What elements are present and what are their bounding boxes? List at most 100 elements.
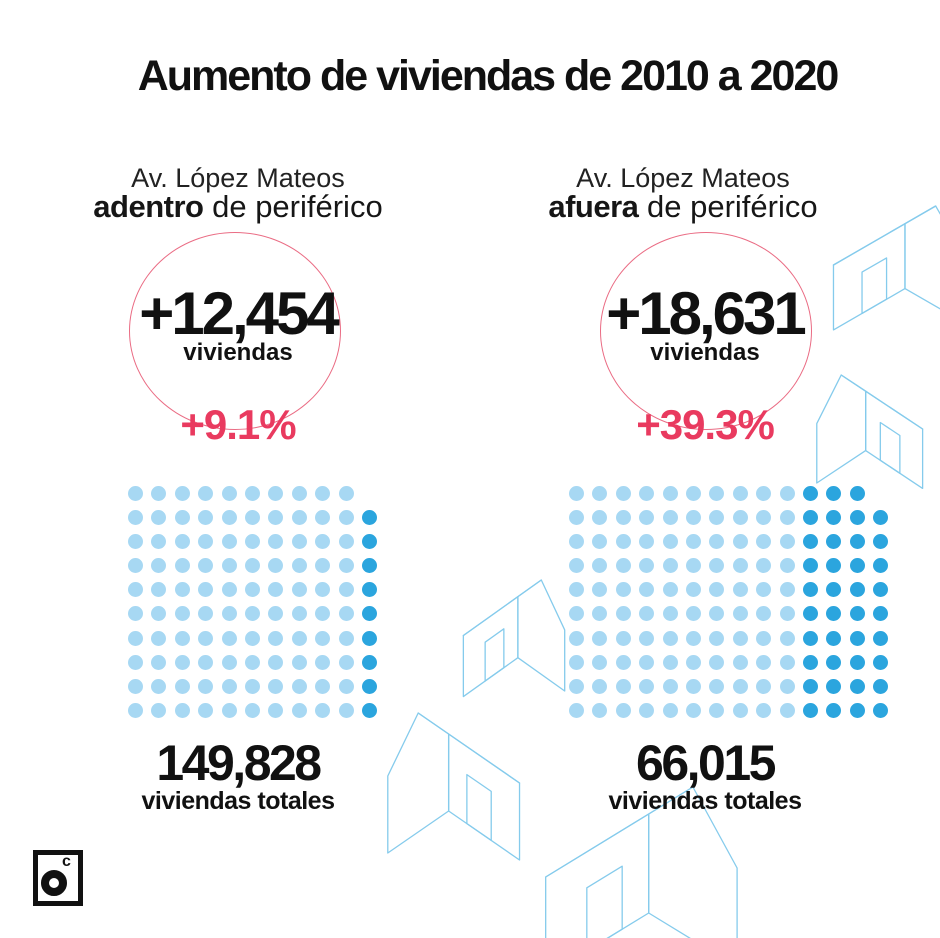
dot-viviendas-2010 [569, 582, 584, 598]
dot-aumento [849, 534, 865, 550]
dot-viviendas-2010 [315, 630, 331, 646]
dot-viviendas-2010 [338, 510, 354, 526]
dot-viviendas-2010 [128, 534, 143, 550]
dot-viviendas-2010 [779, 630, 795, 646]
dot-viviendas-2010 [244, 582, 260, 598]
dot-viviendas-2010 [244, 534, 260, 550]
dot-viviendas-2010 [198, 582, 214, 598]
dot-viviendas-2010 [732, 558, 748, 574]
dot-viviendas-2010 [128, 630, 143, 646]
dot-viviendas-2010 [662, 678, 678, 694]
dot-viviendas-2010 [221, 510, 237, 526]
dot-viviendas-2010 [338, 702, 354, 718]
total-value-afuera: 66,015 [636, 735, 776, 791]
dot-viviendas-2010 [315, 510, 331, 526]
total-label-adentro: viviendas totales [141, 787, 335, 815]
dot-viviendas-2010 [244, 702, 260, 718]
increase-percent-afuera: +39.3% [636, 401, 775, 448]
total-value-adentro: 149,828 [156, 735, 322, 791]
dot-aumento [802, 654, 818, 670]
dot-viviendas-2010 [732, 510, 748, 526]
logo-ring-icon [41, 870, 67, 896]
dot-row [569, 534, 889, 550]
dot-aumento [826, 654, 842, 670]
dot-viviendas-2010 [779, 702, 795, 718]
dot-viviendas-2010 [569, 678, 584, 694]
dot-viviendas-2010 [756, 654, 772, 670]
dot-aumento [802, 510, 818, 526]
dot-aumento [849, 582, 865, 598]
dot-aumento [361, 558, 377, 574]
dot-viviendas-2010 [662, 486, 678, 501]
dot-aumento [873, 558, 889, 574]
dot-viviendas-2010 [592, 678, 608, 694]
dot-viviendas-2010 [244, 630, 260, 646]
dot-viviendas-2010 [221, 606, 237, 622]
dot-viviendas-2010 [291, 558, 307, 574]
dot-viviendas-2010 [685, 702, 701, 718]
dot-viviendas-2010 [756, 582, 772, 598]
dot-row [128, 534, 377, 550]
dot-aumento [849, 702, 865, 718]
dot-viviendas-2010 [732, 486, 748, 501]
panel-adentro-header-line2: adentro de periférico [38, 191, 438, 222]
dot-viviendas-2010 [151, 582, 167, 598]
dot-viviendas-2010 [732, 582, 748, 598]
dot-viviendas-2010 [756, 678, 772, 694]
dot-aumento [361, 630, 377, 646]
dot-aumento [849, 654, 865, 670]
dot-viviendas-2010 [615, 606, 631, 622]
dot-viviendas-2010 [569, 534, 584, 550]
dot-row [569, 654, 889, 670]
dot-viviendas-2010 [338, 486, 354, 501]
panel-afuera-header-emphasis: afuera [548, 189, 639, 224]
dot-viviendas-2010 [709, 486, 725, 501]
dot-viviendas-2010 [662, 630, 678, 646]
dot-viviendas-2010 [732, 678, 748, 694]
page-title: Aumento de viviendas de 2010 a 2020 [137, 52, 840, 100]
dot-viviendas-2010 [709, 558, 725, 574]
dot-viviendas-2010 [615, 582, 631, 598]
dot-viviendas-2010 [662, 654, 678, 670]
dot-viviendas-2010 [338, 606, 354, 622]
dot-viviendas-2010 [198, 654, 214, 670]
brand-logo: c [33, 850, 83, 906]
dot-viviendas-2010 [221, 630, 237, 646]
dot-viviendas-2010 [709, 630, 725, 646]
dot-viviendas-2010 [244, 510, 260, 526]
dot-viviendas-2010 [779, 654, 795, 670]
dot-viviendas-2010 [174, 510, 190, 526]
increase-value-adentro: +12,454 [139, 280, 340, 347]
dot-row [569, 606, 889, 622]
dot-aumento [802, 702, 818, 718]
dot-viviendas-2010 [198, 486, 214, 501]
dot-aumento [802, 534, 818, 550]
dot-viviendas-2010 [198, 678, 214, 694]
dot-viviendas-2010 [244, 606, 260, 622]
dot-aumento [873, 702, 889, 718]
dot-aumento [361, 702, 377, 718]
dot-viviendas-2010 [709, 582, 725, 598]
dot-viviendas-2010 [268, 678, 284, 694]
dot-viviendas-2010 [615, 558, 631, 574]
dot-viviendas-2010 [268, 582, 284, 598]
dot-viviendas-2010 [639, 654, 655, 670]
dot-aumento [826, 630, 842, 646]
dot-row [128, 558, 377, 574]
dot-aumento [849, 630, 865, 646]
dot-viviendas-2010 [685, 630, 701, 646]
dot-viviendas-2010 [592, 606, 608, 622]
dot-viviendas-2010 [128, 558, 143, 574]
dot-viviendas-2010 [221, 486, 237, 501]
dot-viviendas-2010 [592, 534, 608, 550]
dot-viviendas-2010 [732, 534, 748, 550]
dot-viviendas-2010 [592, 486, 608, 501]
dot-viviendas-2010 [709, 702, 725, 718]
dot-viviendas-2010 [151, 702, 167, 718]
dot-viviendas-2010 [315, 606, 331, 622]
dot-viviendas-2010 [198, 606, 214, 622]
dot-row [569, 678, 889, 694]
dot-viviendas-2010 [732, 702, 748, 718]
dot-viviendas-2010 [615, 630, 631, 646]
dot-viviendas-2010 [151, 534, 167, 550]
